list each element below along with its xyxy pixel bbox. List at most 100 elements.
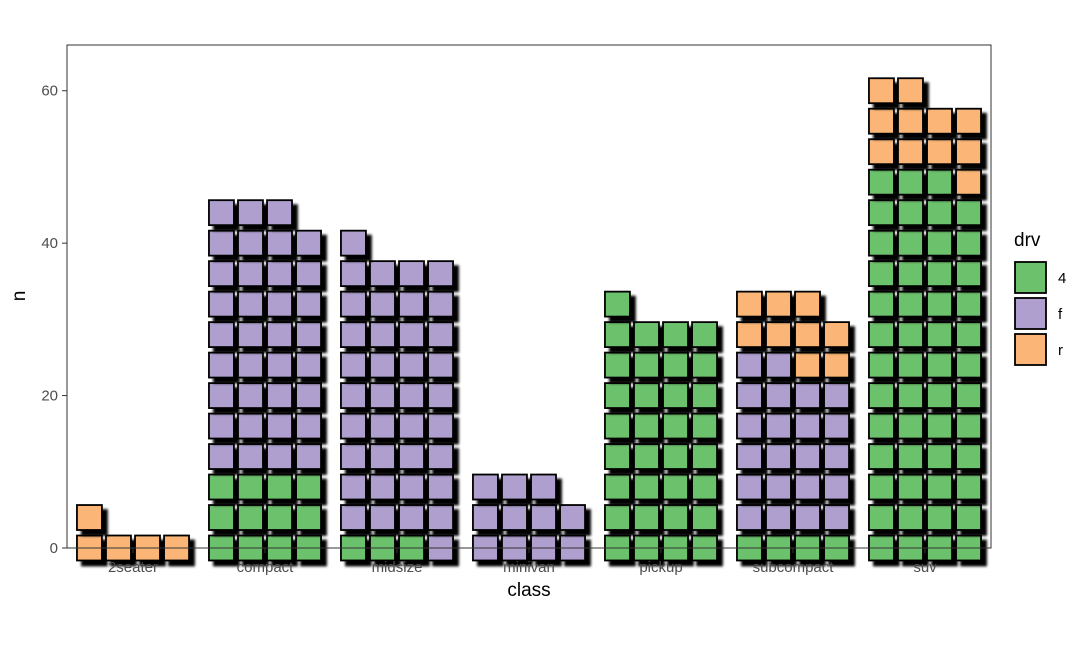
waffle-tile <box>237 321 264 348</box>
waffle-tile <box>559 504 586 531</box>
waffle-tile <box>633 351 660 379</box>
waffle-tile <box>237 351 264 379</box>
legend-label: 4 <box>1058 270 1066 287</box>
waffle-tile <box>369 504 396 531</box>
waffle-tile <box>398 412 425 440</box>
waffle-tile <box>398 290 425 318</box>
waffle-tile <box>955 290 982 318</box>
waffle-tile <box>897 443 924 470</box>
waffle-tile <box>604 473 631 501</box>
waffle-tile <box>530 504 557 531</box>
waffle-tile <box>208 290 235 318</box>
waffle-tile <box>765 412 792 440</box>
waffle-tile <box>398 260 425 288</box>
waffle-tile <box>295 260 322 288</box>
waffle-tile <box>604 382 631 409</box>
waffle-tile <box>295 443 322 470</box>
legend-key <box>1014 297 1047 330</box>
y-tick-label: 40 <box>41 235 58 252</box>
waffle-tile <box>208 412 235 440</box>
waffle-tile <box>926 290 953 318</box>
waffle-tile <box>765 382 792 409</box>
waffle-tile <box>794 504 821 531</box>
waffle-tile <box>823 473 850 501</box>
waffle-tile <box>237 382 264 409</box>
waffle-tile <box>266 382 293 409</box>
y-axis: 0 20 40 60 <box>41 83 67 557</box>
waffle-tile <box>691 412 718 440</box>
waffle-tile <box>208 382 235 409</box>
y-tick-label: 60 <box>41 83 58 100</box>
waffle-tile <box>926 351 953 379</box>
waffle-tile <box>369 351 396 379</box>
waffle-tile <box>955 473 982 501</box>
waffle-tile <box>691 382 718 409</box>
waffle-tile <box>926 168 953 196</box>
waffle-tile <box>237 473 264 501</box>
waffle-tile <box>295 412 322 440</box>
waffle-tile <box>76 504 103 531</box>
waffle-tile <box>765 290 792 318</box>
waffle-tile <box>794 321 821 348</box>
waffle-tile <box>237 260 264 288</box>
legend-key <box>1014 261 1047 294</box>
waffle-tile <box>868 351 895 379</box>
waffle-tile <box>868 229 895 257</box>
waffle-tile <box>897 229 924 257</box>
waffle-tile <box>604 351 631 379</box>
waffle-tile <box>340 473 367 501</box>
waffle-tile <box>955 229 982 257</box>
waffle-tile <box>897 504 924 531</box>
waffle-tile <box>926 382 953 409</box>
waffle-tile <box>266 443 293 470</box>
waffle-tile <box>604 321 631 348</box>
waffle-tile <box>955 199 982 227</box>
waffle-tile <box>794 443 821 470</box>
waffle-tile <box>691 321 718 348</box>
waffle-tile <box>691 443 718 470</box>
waffle-tile <box>955 412 982 440</box>
waffle-tile <box>208 260 235 288</box>
waffle-tile <box>633 382 660 409</box>
waffle-tile <box>691 504 718 531</box>
waffle-tile <box>237 412 264 440</box>
waffle-tile <box>530 473 557 501</box>
waffle-tile <box>736 351 763 379</box>
waffle-tile <box>604 290 631 318</box>
waffle-tile <box>237 504 264 531</box>
waffle-tile <box>955 138 982 166</box>
waffle-tile <box>266 290 293 318</box>
waffle-tile <box>340 382 367 409</box>
legend-title: drv <box>1014 230 1041 251</box>
x-tick-label: pickup <box>639 559 682 576</box>
waffle-tile <box>765 443 792 470</box>
waffle-tile <box>398 504 425 531</box>
waffle-tile <box>926 260 953 288</box>
waffle-tile <box>266 351 293 379</box>
waffle-tile <box>736 382 763 409</box>
waffle-tile <box>604 412 631 440</box>
waffle-tile <box>736 504 763 531</box>
waffle-tile <box>266 199 293 227</box>
waffle-tile <box>427 351 454 379</box>
waffle-tile <box>926 321 953 348</box>
waffle-tile <box>926 107 953 135</box>
waffle-tile <box>208 199 235 227</box>
waffle-tile <box>266 260 293 288</box>
x-axis: 2seater compact midsize minivan pickup subcom… <box>108 548 937 576</box>
waffle-tile <box>955 504 982 531</box>
waffle-tile <box>868 412 895 440</box>
waffle-tile <box>340 443 367 470</box>
waffle-tile <box>823 351 850 379</box>
waffle-tile <box>340 412 367 440</box>
waffle-tile <box>501 473 528 501</box>
waffle-tile <box>794 351 821 379</box>
x-tick-label: 2seater <box>108 559 158 576</box>
waffle-tile <box>662 504 689 531</box>
waffle-tile <box>295 351 322 379</box>
y-tick-label: 20 <box>41 388 58 405</box>
waffle-tile <box>868 260 895 288</box>
waffle-tile <box>398 473 425 501</box>
waffle-tile <box>736 412 763 440</box>
